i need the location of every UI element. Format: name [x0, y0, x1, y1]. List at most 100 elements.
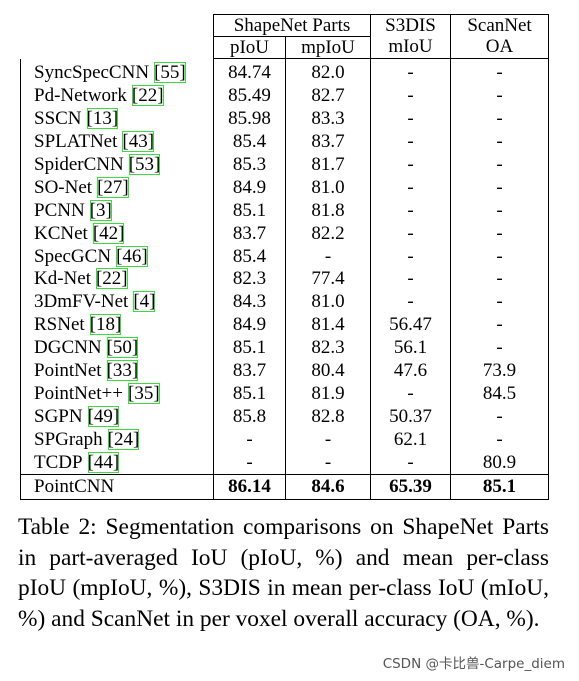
value-cell: - [450, 58, 549, 85]
value-cell: - [370, 382, 451, 406]
group-header: ShapeNet Parts [213, 14, 371, 37]
value-cell: 85.49 [213, 84, 286, 108]
citation: [18] [89, 314, 122, 336]
value-cell: 85.1 [450, 474, 549, 501]
value-cell: 50.37 [370, 405, 451, 429]
value-cell: 85.98 [213, 107, 286, 131]
results-table: ShapeNet Parts S3DIS ScanNet pIoU mpIoU … [20, 14, 549, 501]
method-name: SpiderCNN [34, 154, 124, 175]
value-cell: 85.1 [213, 336, 286, 360]
value-cell: 81.4 [285, 313, 371, 337]
value-cell: 85.1 [213, 382, 286, 406]
group-header: ScanNet [450, 14, 549, 37]
method-name: PointNet [34, 360, 102, 382]
citation: [50] [106, 337, 139, 359]
citation: [13] [86, 108, 119, 130]
citation: [35] [128, 382, 160, 404]
value-cell: - [450, 313, 549, 337]
table-row: RSNet [18] 84.9 81.4 56.47- [20, 313, 549, 337]
value-cell: 77.4 [285, 268, 371, 291]
method-name: Kd-Net [34, 268, 91, 290]
method-cell: SPGraph [24] [20, 428, 214, 452]
table-row: SyncSpecCNN [55] 84.74 82.0- - [20, 58, 549, 85]
value-cell: 85.4 [213, 130, 286, 154]
method-cell: TCDP [44] [20, 451, 214, 476]
citation: [44] [87, 451, 120, 473]
corner-cell [21, 15, 214, 59]
value-cell: - [285, 451, 371, 476]
caption: Table 2: Segmentation comparisons on Sha… [18, 514, 549, 632]
value-cell: 82.3 [213, 268, 286, 291]
method-cell: RSNet [18] [20, 313, 214, 337]
citation: [53] [128, 154, 161, 175]
table-row: SPLATNet [43] 85.4 83.7- - [20, 130, 549, 154]
value-cell: 65.39 [370, 474, 451, 501]
value-cell: - [370, 107, 451, 131]
value-cell: 82.0 [285, 58, 371, 85]
table-row: 3DmFV-Net [4] 84.3 81.0- - [20, 290, 549, 314]
value-cell: 83.3 [285, 107, 371, 131]
value-cell: - [213, 451, 286, 476]
table-row: DGCNN [50] 85.1 82.3 56.1- [20, 336, 549, 360]
method-name: RSNet [34, 314, 85, 336]
citation: [42] [92, 222, 125, 244]
method-name: DGCNN [34, 337, 102, 359]
value-cell: 56.47 [370, 313, 451, 337]
method-cell: SSCN [13] [20, 107, 214, 131]
method-name: TCDP [34, 451, 83, 473]
value-cell: 82.7 [285, 84, 371, 108]
value-cell: 47.6 [370, 359, 451, 383]
value-cell: - [450, 290, 549, 314]
value-cell: 85.4 [213, 245, 286, 269]
table-row: SpiderCNN [53] 85.3 81.7- - [20, 153, 549, 177]
method-name: PointCNN [34, 476, 115, 498]
value-cell: 84.74 [213, 58, 286, 85]
value-cell: - [450, 336, 549, 360]
method-name: 3DmFV-Net [34, 291, 129, 313]
citation: [22] [95, 268, 128, 290]
citation: [27] [97, 176, 129, 198]
table-row: SGPN [49] 85.8 82.8 50.37- [20, 405, 549, 429]
value-cell: - [450, 176, 549, 200]
method-cell: PointNet [33] [20, 359, 214, 383]
sub-header: pIoU [213, 36, 286, 59]
method-cell: SPLATNet [43] [20, 130, 214, 154]
method-cell: Pd-Network [22] [20, 84, 214, 108]
value-cell: - [213, 428, 286, 452]
value-cell: - [450, 428, 549, 452]
method-name: SSCN [34, 108, 82, 130]
citation: [4] [133, 291, 156, 313]
value-cell: - [370, 58, 451, 85]
value-cell: 80.9 [450, 451, 549, 476]
value-cell: 84.6 [285, 474, 371, 501]
method-name: Pd-Network [34, 85, 127, 107]
value-cell: - [370, 245, 451, 269]
citation: [22] [131, 85, 164, 107]
value-cell: 81.7 [285, 153, 371, 177]
method-cell: 3DmFV-Net [4] [20, 290, 214, 314]
value-cell: 84.9 [213, 176, 286, 200]
sub-header: mpIoU [285, 36, 371, 59]
value-cell: - [370, 222, 451, 246]
value-cell: 85.8 [213, 405, 286, 429]
method-cell: SO-Net [27] [20, 176, 214, 200]
value-cell: 86.14 [213, 474, 286, 501]
value-cell: - [450, 107, 549, 131]
method-name: SPLATNet [34, 131, 118, 153]
value-cell: - [450, 153, 549, 177]
table-row: KCNet [42] 83.7 82.2- - [20, 222, 549, 246]
method-cell: PointCNN [20, 474, 214, 501]
method-name: SpecGCN [34, 245, 112, 267]
value-cell: - [450, 405, 549, 429]
table-row: PointNet [33] 83.7 80.4 47.6 73.9 [20, 359, 549, 383]
citation: [49] [87, 405, 120, 427]
table-row: SPGraph [24] - -62.1- [20, 428, 549, 452]
table-row: TCDP [44] - - -80.9 [20, 451, 549, 476]
method-cell: SGPN [49] [20, 405, 214, 429]
value-cell: 56.1 [370, 336, 451, 360]
value-cell: 81.9 [285, 382, 371, 406]
citation: [3] [89, 199, 112, 221]
method-name: PointNet++ [34, 382, 123, 404]
citation: [24] [107, 428, 140, 450]
value-cell: 80.4 [285, 359, 371, 383]
